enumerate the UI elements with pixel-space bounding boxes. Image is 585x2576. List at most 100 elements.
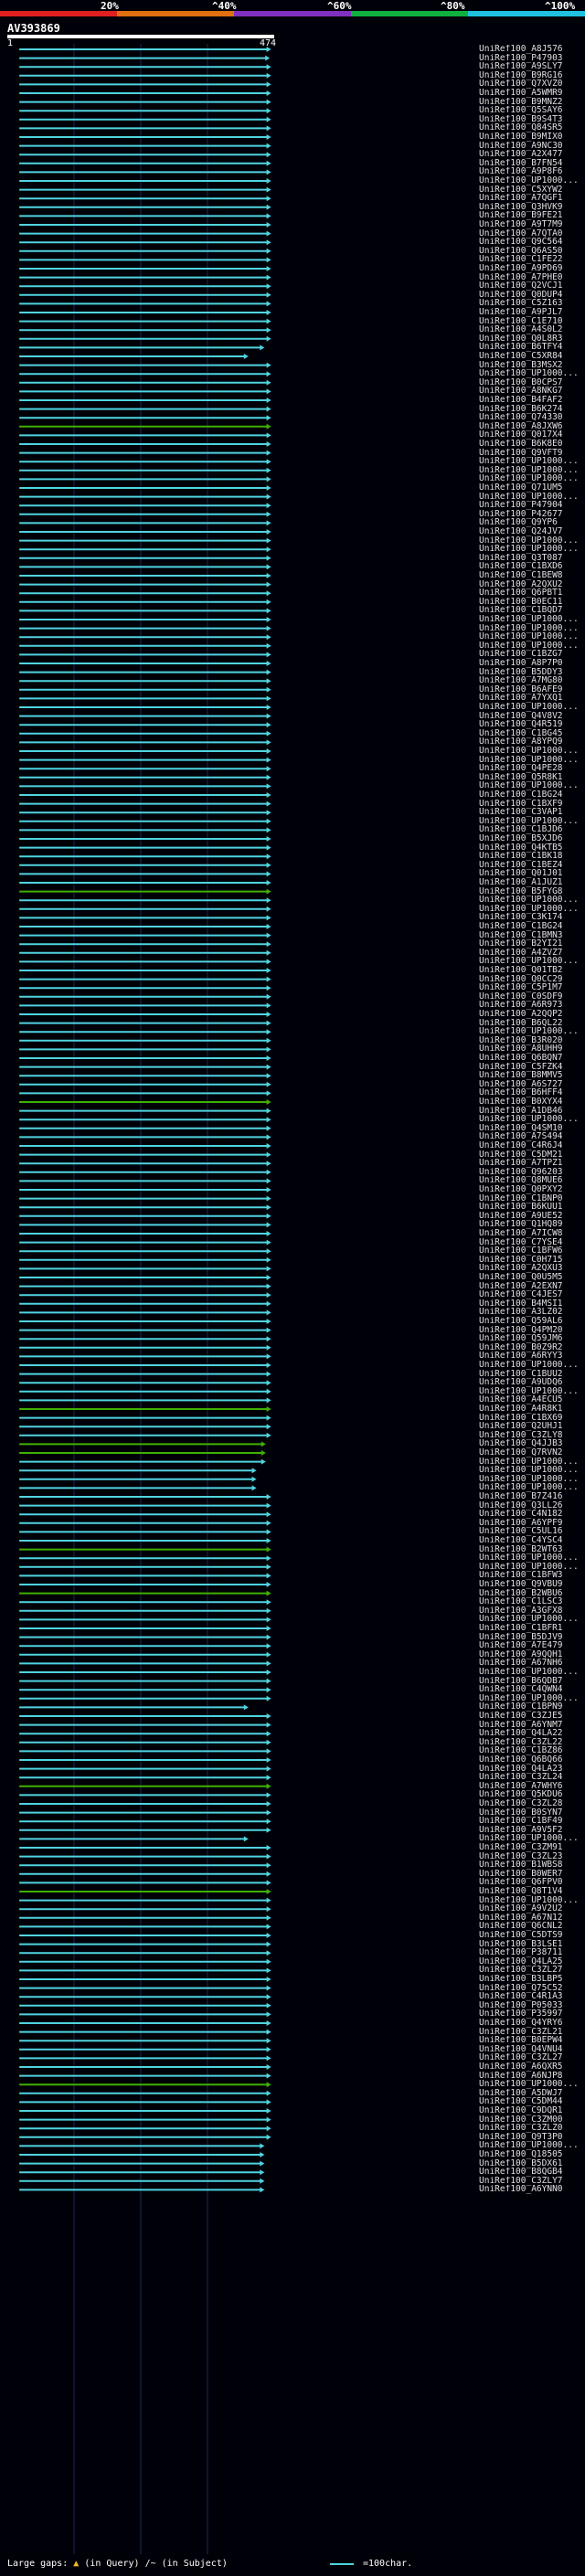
hit-label[interactable]: UniRef100_A1JUZ1 <box>479 878 563 887</box>
hit-label[interactable]: UniRef100_Q0L8R3 <box>479 334 563 344</box>
hit-label[interactable]: UniRef100_P38711 <box>479 1948 563 1958</box>
hit-label[interactable]: UniRef100_C4QWN4 <box>479 1685 563 1695</box>
hit-label[interactable]: UniRef100_Q4LA23 <box>479 1764 563 1774</box>
hit-label[interactable]: UniRef100_P42677 <box>479 509 563 519</box>
hit-label[interactable]: UniRef100_B3LSE1 <box>479 1939 563 1949</box>
hit-label[interactable]: UniRef100_Q8MUE6 <box>479 1176 563 1186</box>
hit-label[interactable]: UniRef100_A8J576 <box>479 45 563 54</box>
hit-label[interactable]: UniRef100_UP1000... <box>479 535 579 546</box>
hit-label[interactable]: UniRef100_UP1000... <box>479 641 579 651</box>
hit-label[interactable]: UniRef100_B0EC11 <box>479 597 563 607</box>
hit-label[interactable]: UniRef100_A9UDQ6 <box>479 1378 563 1388</box>
hit-label[interactable]: UniRef100_Q24JV7 <box>479 527 563 536</box>
hit-label[interactable]: UniRef100_B8QGB4 <box>479 2168 563 2178</box>
hit-label[interactable]: UniRef100_C1BUU2 <box>479 1369 563 1379</box>
hit-label[interactable]: UniRef100_C1BEZ4 <box>479 860 563 870</box>
hit-label[interactable]: UniRef100_P05033 <box>479 2000 563 2010</box>
hit-label[interactable]: UniRef100_Q6FPV0 <box>479 1878 563 1888</box>
hit-label[interactable]: UniRef100_C1BF49 <box>479 1817 563 1827</box>
hit-label[interactable]: UniRef100_C3ZM00 <box>479 2115 563 2125</box>
hit-label[interactable]: UniRef100_Q01J01 <box>479 869 563 879</box>
hit-label[interactable]: UniRef100_UP1000... <box>479 755 579 765</box>
hit-label[interactable]: UniRef100_UP1000... <box>479 1615 579 1625</box>
hit-label[interactable]: UniRef100_A6NJP8 <box>479 2071 563 2081</box>
hit-label[interactable]: UniRef100_B6HFF4 <box>479 1088 563 1098</box>
hit-label[interactable]: UniRef100_C1BK18 <box>479 852 563 862</box>
hit-label[interactable]: UniRef100_A67N12 <box>479 1913 563 1923</box>
hit-label[interactable]: UniRef100_C3ZL27 <box>479 2053 563 2063</box>
hit-label[interactable]: UniRef100_Q84SR5 <box>479 123 563 133</box>
hit-label[interactable]: UniRef100_Q8T1V4 <box>479 1887 563 1896</box>
hit-label[interactable]: UniRef100_C1BG45 <box>479 728 563 738</box>
hit-label[interactable]: UniRef100_UP1000... <box>479 904 579 914</box>
hit-label[interactable]: UniRef100_C3ZLY7 <box>479 2176 563 2186</box>
hit-label[interactable]: UniRef100_C0H715 <box>479 1255 563 1265</box>
hit-label[interactable]: UniRef100_B8MMV5 <box>479 1071 563 1081</box>
hit-label[interactable]: UniRef100_C4R6J4 <box>479 1141 563 1150</box>
hit-label[interactable]: UniRef100_UP1000... <box>479 2080 579 2090</box>
hit-label[interactable]: UniRef100_A9V2U2 <box>479 1904 563 1914</box>
hit-label[interactable]: UniRef100_Q9T3P0 <box>479 2132 563 2142</box>
hit-label[interactable]: UniRef100_B1WBS8 <box>479 1860 563 1871</box>
hit-label[interactable]: UniRef100_B7FN54 <box>479 158 563 168</box>
hit-label[interactable]: UniRef100_B6K274 <box>479 404 563 414</box>
hit-label[interactable]: UniRef100_UP1000... <box>479 1027 579 1037</box>
hit-label[interactable]: UniRef100_B3R020 <box>479 1035 563 1045</box>
hit-label[interactable]: UniRef100_A8NKG7 <box>479 387 563 397</box>
hit-label[interactable]: UniRef100_B2WBU6 <box>479 1588 563 1598</box>
hit-label[interactable]: UniRef100_Q9VFT9 <box>479 448 563 458</box>
hit-label[interactable]: UniRef100_A1DB46 <box>479 1106 563 1116</box>
hit-label[interactable]: UniRef100_B0XYX4 <box>479 1097 563 1107</box>
hit-label[interactable]: UniRef100_UP1000... <box>479 896 579 906</box>
hit-label[interactable]: UniRef100_C4YSC4 <box>479 1536 563 1545</box>
hit-label[interactable]: UniRef100_Q0CC29 <box>479 974 563 984</box>
hit-label[interactable]: UniRef100_A6RYY3 <box>479 1352 563 1362</box>
hit-label[interactable]: UniRef100_A9T7M9 <box>479 220 563 229</box>
hit-label[interactable]: UniRef100_UP1000... <box>479 1693 579 1703</box>
hit-label[interactable]: UniRef100_A9SLY7 <box>479 62 563 72</box>
hit-label[interactable]: UniRef100_UP1000... <box>479 1668 579 1677</box>
hit-label[interactable]: UniRef100_C1BEW8 <box>479 571 563 580</box>
hit-label[interactable]: UniRef100_C3ZL21 <box>479 2027 563 2037</box>
hit-label[interactable]: UniRef100_B9MIX0 <box>479 133 563 142</box>
hit-label[interactable]: UniRef100_A5WMR9 <box>479 89 563 98</box>
hit-label[interactable]: UniRef100_B6QDB7 <box>479 1676 563 1686</box>
hit-label[interactable]: UniRef100_Q6BQN7 <box>479 1054 563 1063</box>
hit-label[interactable]: UniRef100_Q017X4 <box>479 430 563 440</box>
hit-label[interactable]: UniRef100_B6QL22 <box>479 1018 563 1028</box>
hit-label[interactable]: UniRef100_Q4LA22 <box>479 1729 563 1739</box>
hit-label[interactable]: UniRef100_C4JES7 <box>479 1290 563 1300</box>
hit-label[interactable]: UniRef100_C4N182 <box>479 1510 563 1520</box>
hit-label[interactable]: UniRef100_Q9YP6 <box>479 518 558 528</box>
hit-label[interactable]: UniRef100_Q9VBU9 <box>479 1580 563 1589</box>
hit-label[interactable]: UniRef100_A6YPF9 <box>479 1518 563 1528</box>
hit-label[interactable]: UniRef100_A4R8K1 <box>479 1405 563 1414</box>
hit-label[interactable]: UniRef100_A8YPQ9 <box>479 737 563 747</box>
hit-label[interactable]: UniRef100_B7Z416 <box>479 1492 563 1501</box>
hit-label[interactable]: UniRef100_B4MSI1 <box>479 1299 563 1309</box>
hit-label[interactable]: UniRef100_A9PJL7 <box>479 308 563 317</box>
hit-label[interactable]: UniRef100_Q9C564 <box>479 238 563 248</box>
hit-label[interactable]: UniRef100_UP1000... <box>479 747 579 756</box>
hit-label[interactable]: UniRef100_UP1000... <box>479 957 579 967</box>
hit-label[interactable]: UniRef100_A7ICW8 <box>479 1229 563 1238</box>
hit-label[interactable]: UniRef100_B3MSX2 <box>479 360 563 370</box>
hit-label[interactable]: UniRef100_Q18505 <box>479 2150 563 2159</box>
hit-label[interactable]: UniRef100_A3LZ02 <box>479 1308 563 1318</box>
hit-label[interactable]: UniRef100_UP1000... <box>479 781 579 791</box>
hit-label[interactable]: UniRef100_Q7XVZ0 <box>479 80 563 90</box>
hit-label[interactable]: UniRef100_B5FYG8 <box>479 886 563 896</box>
hit-label[interactable]: UniRef100_A6R973 <box>479 1001 563 1011</box>
hit-label[interactable]: UniRef100_UP1000... <box>479 1115 579 1125</box>
hit-label[interactable]: UniRef100_C3ZLZ0 <box>479 2124 563 2134</box>
hit-label[interactable]: UniRef100_Q5SAY6 <box>479 106 563 116</box>
hit-label[interactable]: UniRef100_A5DWJ7 <box>479 2088 563 2098</box>
hit-label[interactable]: UniRef100_A2X477 <box>479 150 563 160</box>
hit-label[interactable]: UniRef100_UP1000... <box>479 1457 579 1467</box>
hit-label[interactable]: UniRef100_A7QGF1 <box>479 194 563 204</box>
hit-label[interactable]: UniRef100_Q3HVK9 <box>479 202 563 212</box>
hit-label[interactable]: UniRef100_A8JXW6 <box>479 421 563 431</box>
hit-label[interactable]: UniRef100_C1BFW6 <box>479 1246 563 1256</box>
hit-label[interactable]: UniRef100_UP1000... <box>479 623 579 633</box>
hit-label[interactable]: UniRef100_Q2UHJ1 <box>479 1422 563 1432</box>
